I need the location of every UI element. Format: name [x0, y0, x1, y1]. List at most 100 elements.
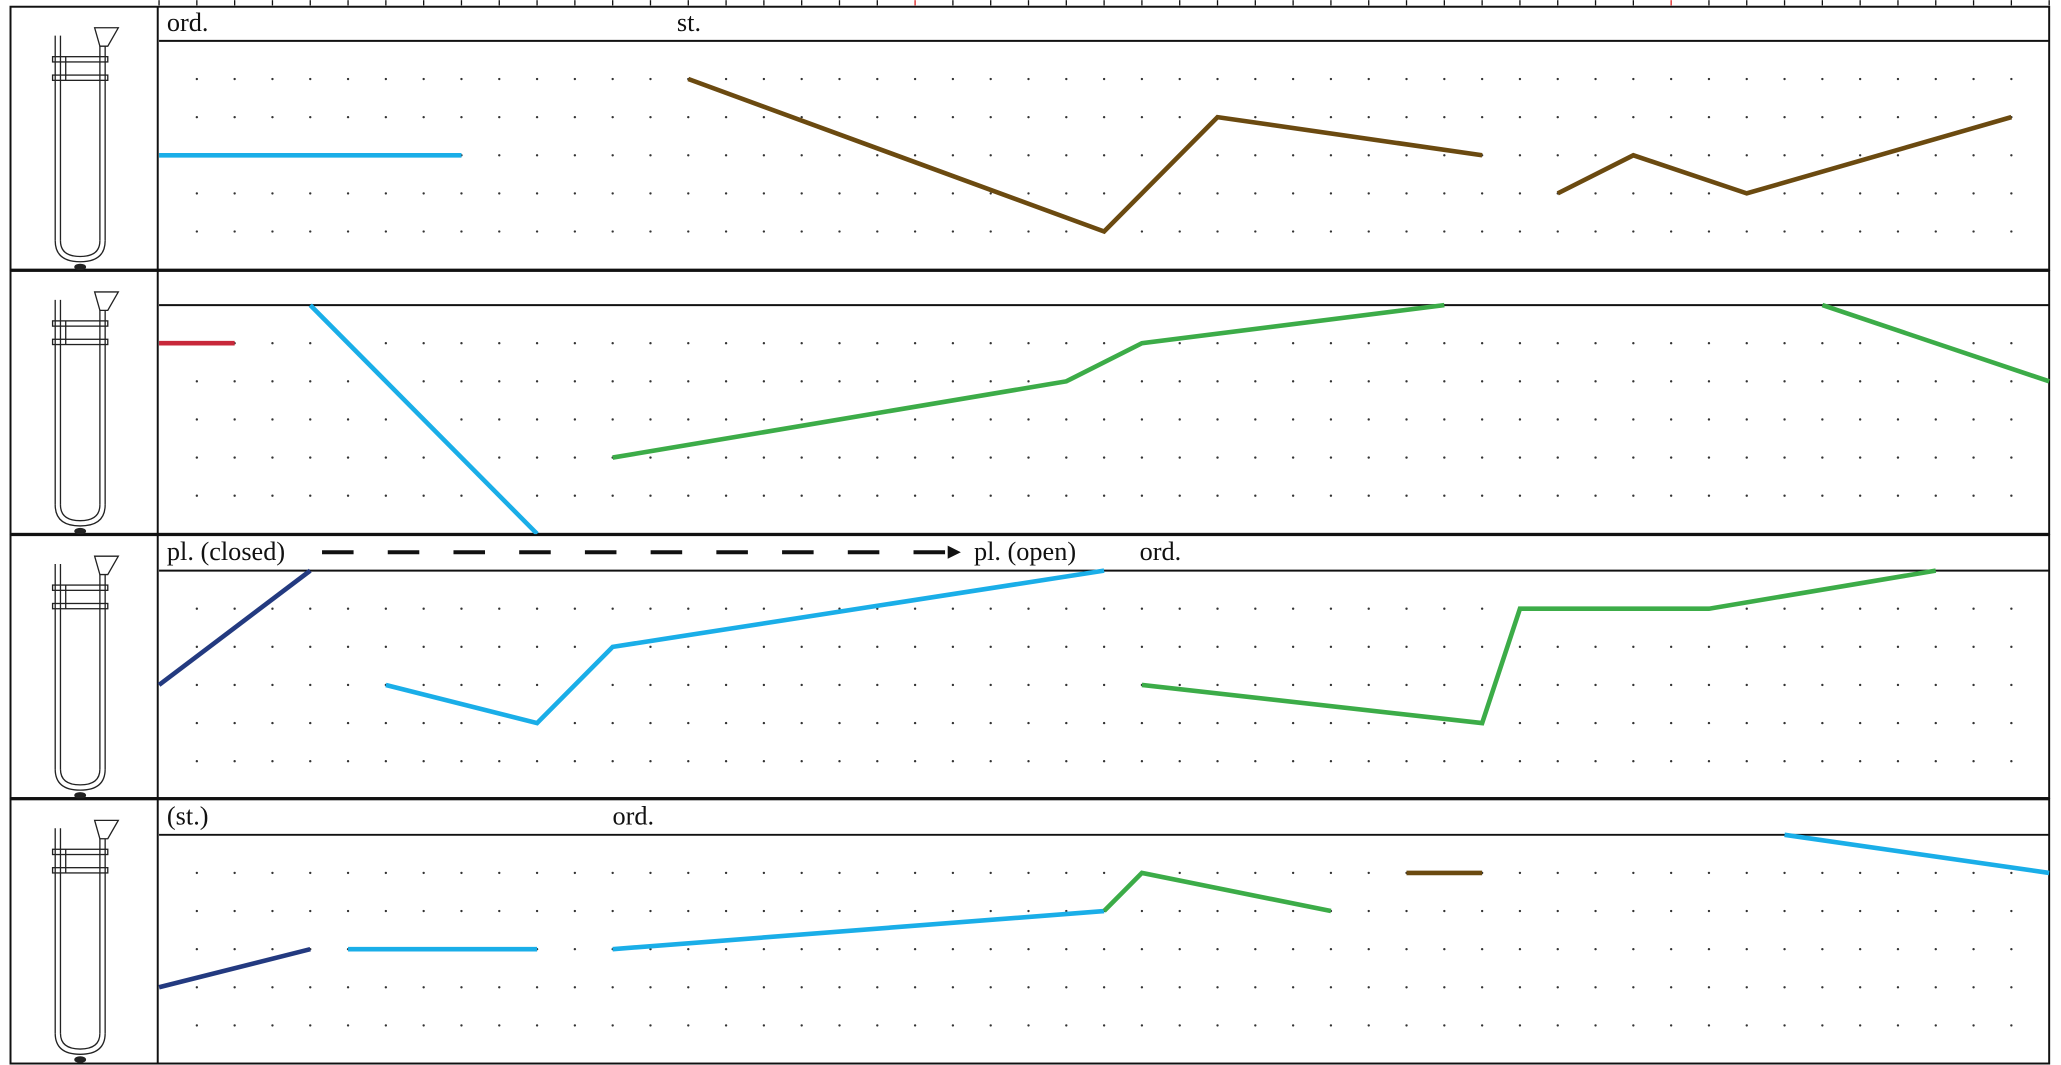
grid-dot	[1858, 115, 1862, 119]
grid-dot	[1178, 115, 1181, 119]
grid-dot	[1027, 456, 1030, 459]
grid-dot	[762, 115, 766, 119]
grid-dot	[1140, 986, 1144, 989]
grid-dot	[1102, 645, 1106, 649]
grid-dot	[1367, 77, 1370, 81]
grid-dot	[1896, 418, 1900, 421]
grid-dot	[233, 230, 236, 233]
grid-dot	[498, 871, 501, 875]
grid-dot	[611, 494, 614, 497]
grid-dot	[384, 607, 388, 610]
grid-dot	[1367, 192, 1370, 195]
grid-dot	[876, 645, 879, 649]
grid-dot	[1745, 230, 1748, 233]
grid-dot	[838, 342, 841, 345]
grid-dot	[1140, 947, 1144, 951]
grid-dot	[1556, 494, 1559, 497]
grid-dot	[271, 760, 274, 763]
grid-dot	[1858, 380, 1862, 383]
grid-dot	[271, 418, 274, 421]
grid-dot	[649, 683, 652, 687]
grid-dot	[1858, 721, 1862, 725]
grid-dot	[2010, 456, 2013, 459]
grid-dot	[309, 909, 312, 913]
grid-dot	[1291, 342, 1295, 345]
grid-dot	[195, 645, 199, 649]
grid-dot	[1065, 77, 1068, 81]
pitch-contour	[157, 568, 312, 687]
grid-dot	[1216, 456, 1219, 459]
grid-dot	[1405, 456, 1408, 459]
grid-dot	[838, 760, 841, 763]
grid-dot	[649, 154, 652, 157]
grid-dot	[1707, 230, 1711, 233]
grid-dot	[1065, 683, 1068, 687]
grid-dot	[1140, 418, 1144, 421]
grid-dot	[1972, 456, 1975, 459]
grid-dot	[838, 683, 841, 687]
grid-dot	[384, 115, 388, 119]
grid-dot	[1934, 154, 1937, 157]
grid-dot	[1972, 418, 1975, 421]
grid-dot	[649, 115, 652, 119]
grid-dot	[1783, 115, 1786, 119]
grid-dot	[271, 947, 274, 951]
grid-dot	[687, 1024, 690, 1027]
grid-dot	[1216, 418, 1219, 421]
grid-dot	[1291, 494, 1295, 497]
grid-dot	[724, 342, 728, 345]
grid-dot	[1556, 77, 1559, 81]
grid-dot	[573, 494, 577, 497]
grid-dot	[384, 494, 388, 497]
grid-dot	[346, 645, 350, 649]
grid-dot	[1858, 909, 1862, 913]
grid-dot	[1329, 154, 1333, 157]
grid-dot	[951, 342, 955, 345]
grid-dot	[611, 871, 614, 875]
grid-dot	[1858, 230, 1862, 233]
grid-dot	[762, 342, 766, 345]
grid-dot	[1556, 456, 1559, 459]
grid-dot	[1745, 456, 1748, 459]
grid-dot	[876, 1024, 879, 1027]
grid-dot	[1518, 456, 1522, 459]
grid-dot	[346, 115, 350, 119]
grid-dot	[535, 909, 539, 913]
grid-dot	[649, 494, 652, 497]
grid-dot	[1556, 683, 1559, 687]
grid-dot	[1783, 418, 1786, 421]
grid-dot	[1443, 494, 1446, 497]
grid-dot	[1745, 1024, 1748, 1027]
grid-dot	[573, 380, 577, 383]
grid-dot	[1367, 721, 1370, 725]
grid-dot	[195, 986, 199, 989]
grid-dot	[1443, 645, 1446, 649]
technique-label: (st.)	[167, 801, 209, 830]
grid-dot	[989, 456, 992, 459]
grid-dot	[422, 986, 425, 989]
grid-dot	[800, 494, 803, 497]
grid-dot	[1329, 456, 1333, 459]
grid-dot	[1291, 683, 1295, 687]
grid-dot	[1254, 230, 1257, 233]
grid-dot	[951, 418, 955, 421]
grid-dot	[422, 871, 425, 875]
grid-dot	[1518, 342, 1522, 345]
grid-dot	[1556, 380, 1559, 383]
grid-dot	[1632, 494, 1635, 497]
grid-dot	[951, 154, 955, 157]
grid-dot	[1216, 77, 1219, 81]
grid-dot	[1707, 456, 1711, 459]
grid-dot	[1556, 645, 1559, 649]
grid-dot	[1480, 230, 1484, 233]
grid-dot	[1216, 760, 1219, 763]
grid-dot	[309, 721, 312, 725]
grid-dot	[1216, 380, 1219, 383]
grid-dot	[1291, 760, 1295, 763]
grid-dot	[1783, 607, 1786, 610]
grid-dot	[876, 494, 879, 497]
grid-dot	[800, 380, 803, 383]
grid-dot	[951, 192, 955, 195]
grid-dot	[951, 986, 955, 989]
grid-dot	[1934, 230, 1937, 233]
